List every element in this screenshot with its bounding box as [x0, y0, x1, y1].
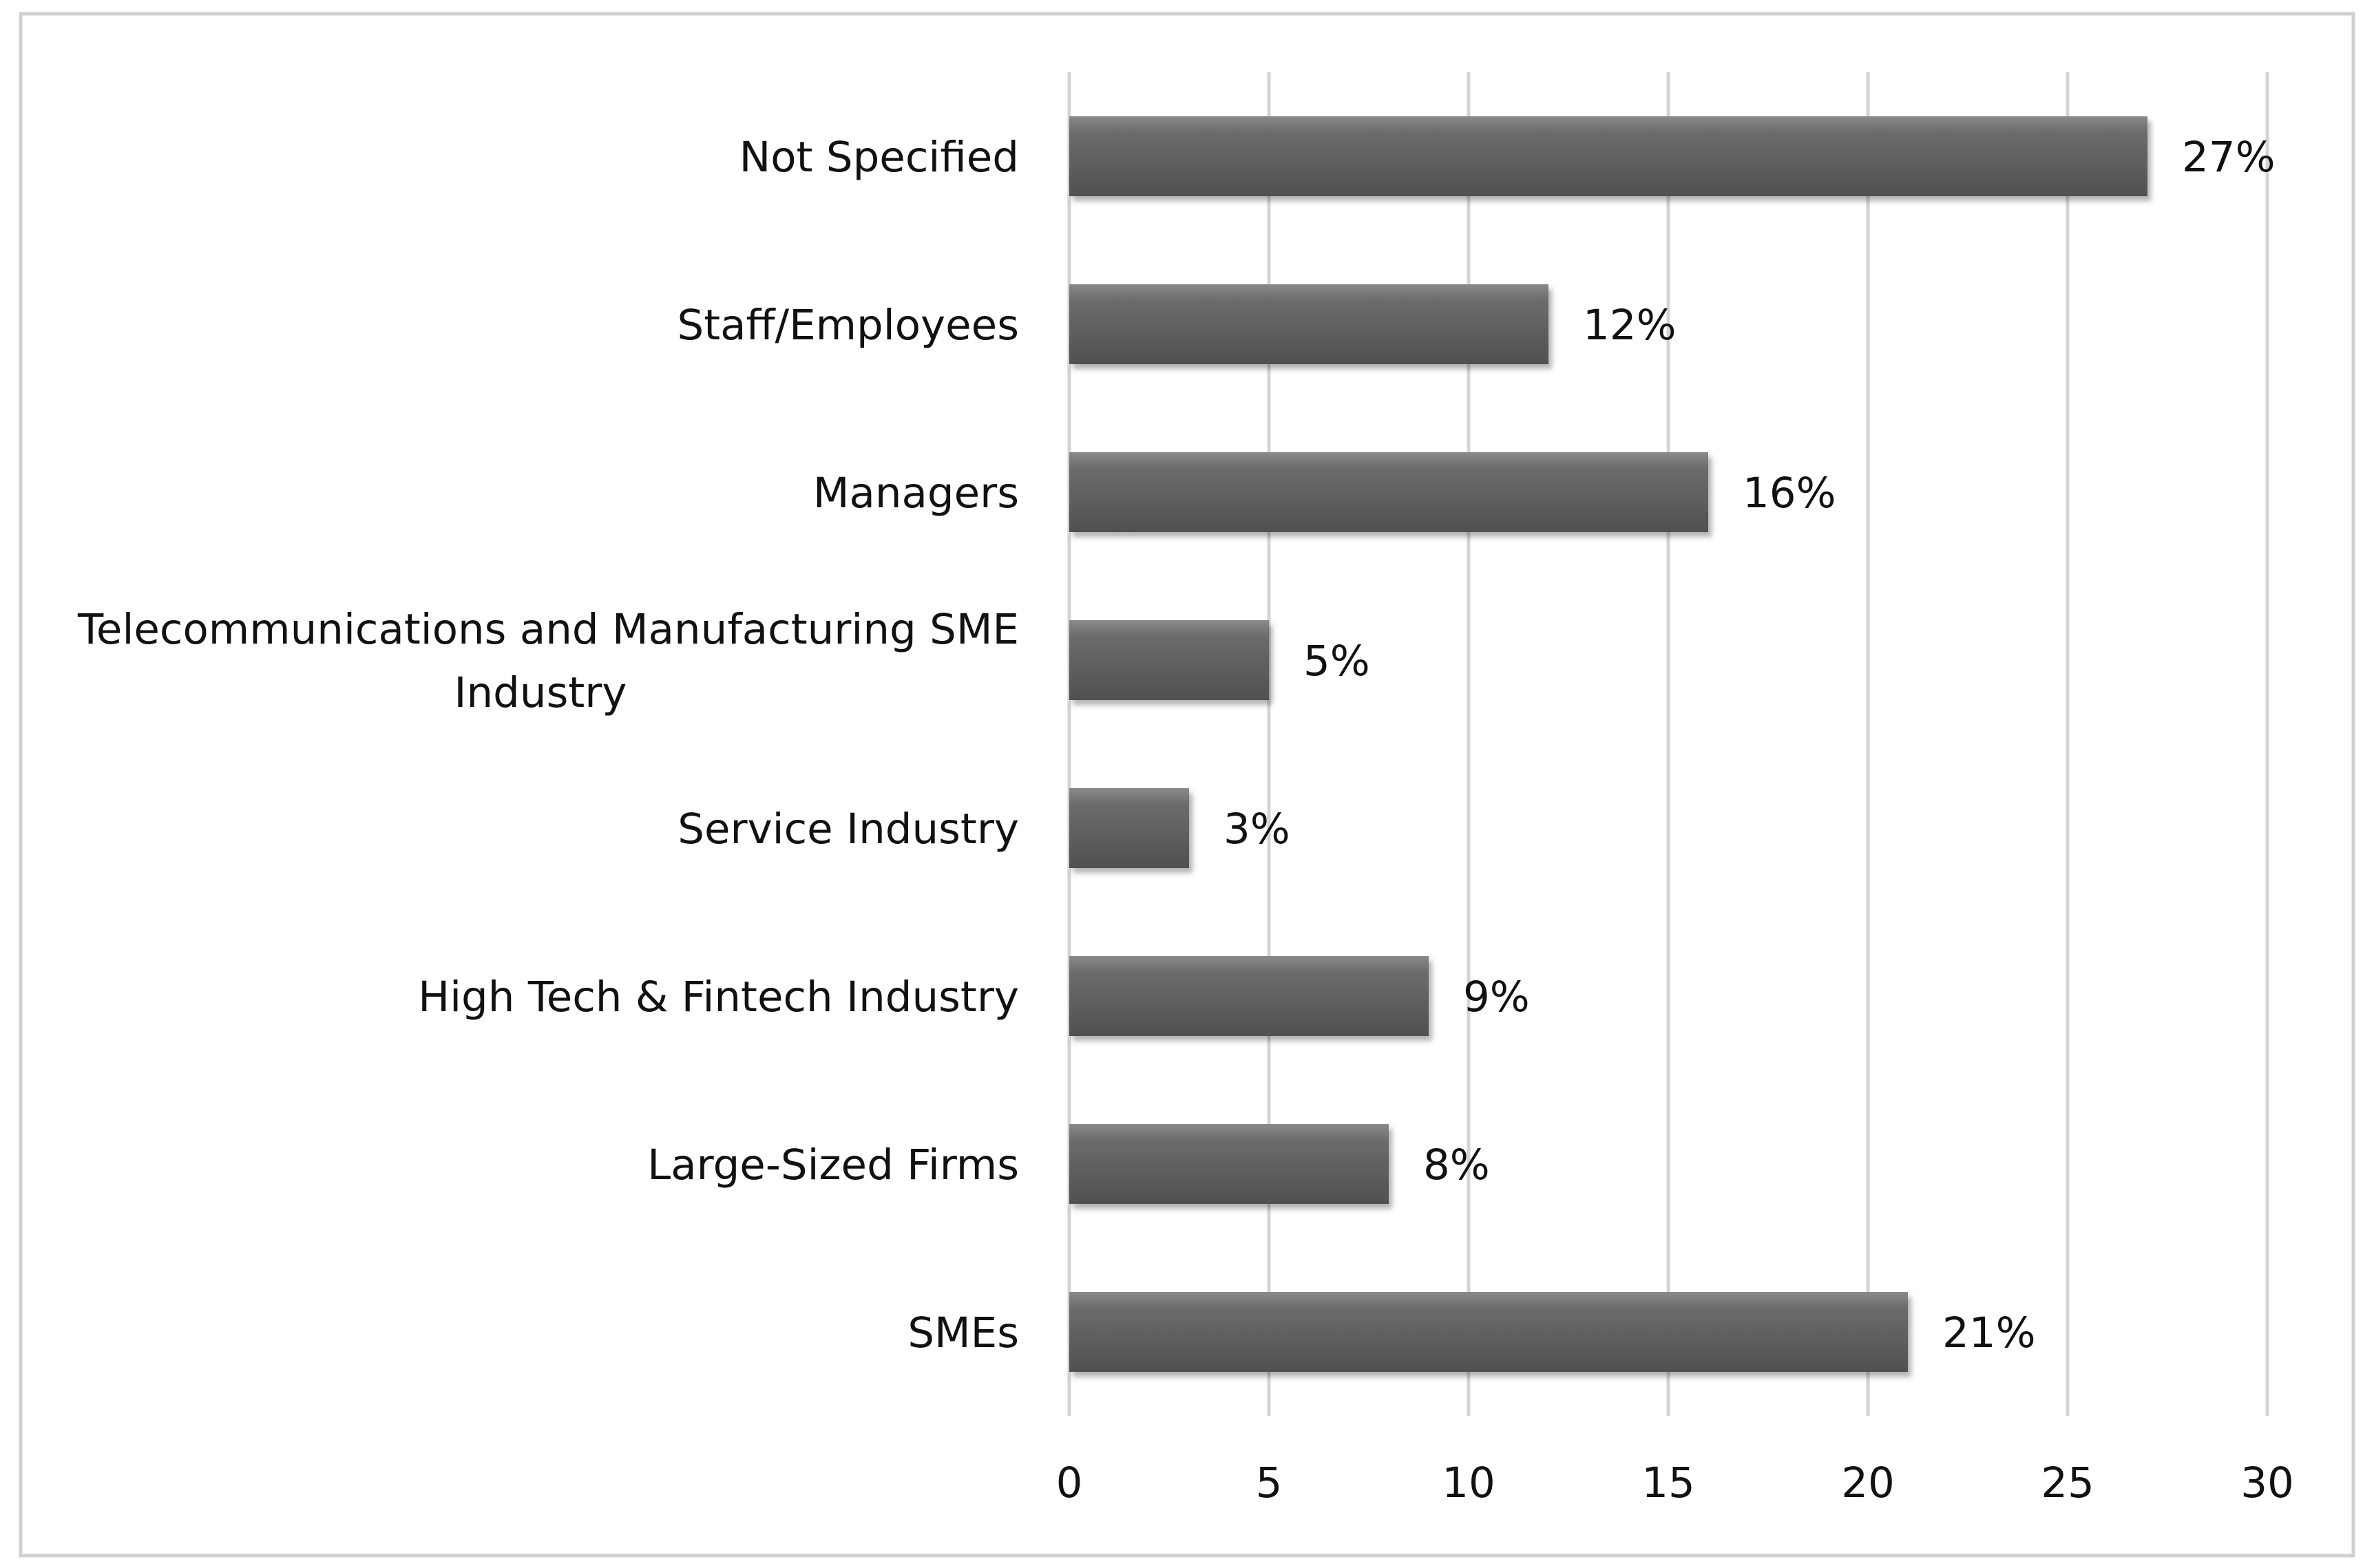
x-tick-label: 30 [2240, 1459, 2294, 1507]
labels: 27% Not Specified 12% Staff/Employees 16% Man… [77, 133, 2276, 1357]
bar [1069, 620, 1269, 700]
x-tick-label: 0 [1056, 1459, 1083, 1507]
category-label: Not Specified [739, 133, 1019, 182]
category-label: High Tech & Fintech Industry [418, 973, 1019, 1021]
x-tick-label: 5 [1256, 1459, 1283, 1507]
data-label: 9% [1463, 973, 1530, 1021]
x-axis: 0 5 10 15 20 25 30 [1056, 1459, 2294, 1507]
data-label: 8% [1423, 1141, 1490, 1189]
bars [1069, 116, 2147, 1372]
category-label: Service Industry [677, 805, 1019, 854]
bar [1069, 956, 1429, 1036]
data-label: 21% [1942, 1309, 2036, 1357]
bar [1069, 116, 2147, 196]
category-label: Large-Sized Firms [647, 1141, 1019, 1189]
category-label: Staff/Employees [677, 301, 1020, 350]
category-label: SMEs [907, 1309, 1019, 1357]
x-tick-label: 15 [1641, 1459, 1695, 1507]
data-label: 3% [1223, 805, 1290, 854]
category-label: Telecommunications and Manufacturing SME [77, 605, 1019, 654]
bar [1069, 1124, 1389, 1204]
bar [1069, 452, 1708, 532]
data-label: 5% [1303, 637, 1370, 686]
x-tick-label: 10 [1442, 1459, 1495, 1507]
x-tick-label: 25 [2041, 1459, 2094, 1507]
category-label: Industry [454, 668, 627, 717]
data-label: 16% [1743, 469, 1836, 518]
bar [1069, 1292, 1908, 1372]
bar [1069, 284, 1548, 364]
data-label: 12% [1583, 301, 1677, 350]
data-label: 27% [2182, 133, 2276, 182]
bar [1069, 788, 1189, 868]
category-label: Managers [813, 469, 1019, 518]
x-tick-label: 20 [1841, 1459, 1895, 1507]
